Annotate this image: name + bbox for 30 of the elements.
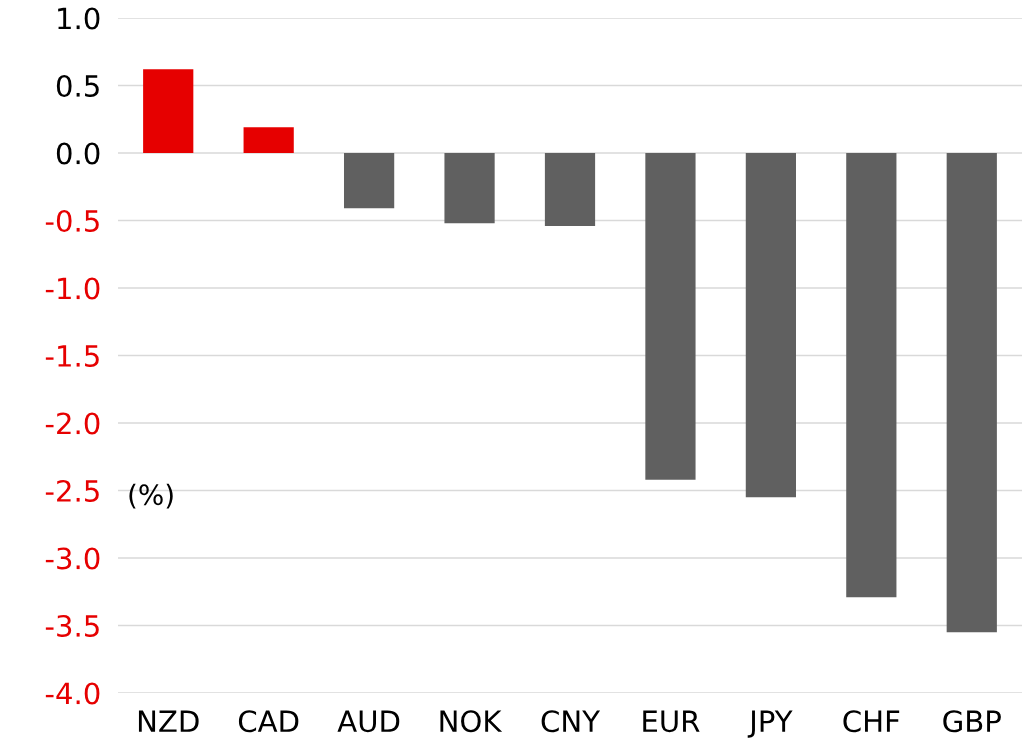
y-tick-label: -1.5 [45,345,99,367]
x-tick-label: AUD [337,710,400,733]
x-tick-label: CNY [541,710,601,733]
bar [143,69,194,153]
y-tick-label: -2.0 [45,412,100,435]
x-tick-label: GBP [943,710,1001,733]
bar [745,153,796,498]
bar [544,153,596,226]
y-tick-label: -2.5 [45,479,99,502]
y-tick-label: 0.0 [56,142,100,165]
y-tick-label: -3.0 [45,547,100,570]
y-tick-label: -1.0 [45,277,100,300]
bar [946,153,997,633]
bar [344,153,395,209]
y-tick-label: 0.5 [56,74,99,97]
y-tick-label: -4.0 [45,682,100,705]
bar [444,153,495,224]
x-tick-label: CHF [843,710,900,733]
y-tick-label: -0.5 [45,209,99,232]
bar [243,127,294,153]
x-tick-label: EUR [643,710,700,733]
bar [645,153,696,480]
x-tick-label: NOK [440,710,503,733]
y-tick-label: 1.0 [58,7,100,30]
bar [846,153,897,598]
x-tick-label: CAD [238,710,299,733]
x-tick-label: JPY [747,710,793,738]
y-axis-title: (%) [129,483,173,509]
x-tick-label: NZD [138,710,199,732]
y-tick-label: -3.5 [45,614,99,637]
